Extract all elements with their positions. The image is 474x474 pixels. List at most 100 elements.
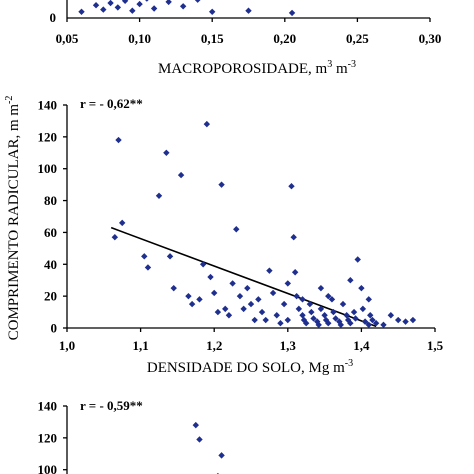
p2-point [269,289,277,297]
p2-point [244,284,251,292]
p1-point [92,2,100,9]
p2-point [119,219,126,227]
p1-point [136,0,143,8]
p2-point [170,284,177,292]
p2-point [141,253,148,260]
p2-point [266,267,273,274]
p1-point [288,9,296,17]
p2-point [372,320,380,327]
p2-x-tick-label: 1,1 [132,338,148,353]
p2-x-ticks: 1,0 1,1 1,2 1,3 1,4 1,5 [59,328,444,353]
p2-point [115,136,122,144]
p2-point [284,280,291,287]
p1-point [100,6,107,13]
p3-y-ticks: 100 120 140 [38,399,67,474]
p2-point [380,321,387,329]
p2-points [111,120,417,329]
p2-point [325,320,332,327]
p2-point [290,234,297,241]
p1-x-tick-label: 0,05 [56,31,79,46]
p2-point [211,289,218,297]
p2-point [196,296,203,303]
panel-third: 100 120 140 r = - 0,59** [38,398,225,474]
p1-point [245,7,252,14]
p1-x-axis-label: MACROPOROSIDADE, m3 m-3 [158,59,356,77]
p1-x-tick-label: 0,10 [128,31,151,46]
p2-point [321,312,328,319]
p2-point [214,308,222,316]
p2-y-tick-label: 0 [51,321,58,336]
p2-point [185,292,192,300]
p2-point [350,308,358,316]
p2-point [293,292,300,300]
panel-soil-density: 0 20 40 60 80 100 120 140 1,0 1,1 1,2 1,3 1,4 1,5 r … [38,96,444,376]
p2-point [339,300,347,308]
p2-x-tick-label: 1,4 [353,338,370,353]
p2-point [273,312,280,319]
p3-point [196,436,203,443]
p2-point [144,264,152,271]
p2-point [236,292,244,300]
p2-x-axis-label: DENSIDADE DO SOLO, Mg m-3 [147,358,353,376]
p1-point [209,8,216,15]
p2-point [352,315,359,322]
p2-point [310,315,317,322]
p2-point [347,277,354,284]
p2-point [295,305,303,313]
p2-point [299,312,306,319]
p2-point [111,234,119,241]
p2-point [402,318,409,325]
p2-point [365,296,372,303]
p2-y-tick-label: 20 [44,289,57,304]
p2-point [317,305,325,313]
p2-point [177,171,185,179]
p2-point [330,308,337,316]
p1-x-tick-label: 0,30 [419,31,442,46]
p2-y-ticks: 0 20 40 60 80 100 120 140 [38,98,67,336]
p2-point [354,256,361,263]
p1-points [78,0,296,17]
p2-regression-line [110,226,377,328]
p2-point [315,321,322,329]
p2-point [303,320,310,327]
p2-point [255,296,262,303]
p3-point [192,421,199,429]
p2-point [258,308,266,316]
p1-point [114,4,122,11]
p2-point [218,181,225,188]
p2-point [409,316,417,324]
p3-point [218,452,225,459]
p2-y-tick-label: 120 [38,129,58,144]
p1-point [165,0,172,6]
p2-point [306,300,314,308]
p2-point [207,273,214,281]
p2-point [299,296,306,303]
p2-point [225,312,233,319]
p2-point [325,292,332,300]
p2-point [337,321,344,329]
p2-point [332,315,339,322]
p3-y-tick-label: 140 [38,399,58,414]
p2-point [229,280,236,287]
p2-y-tick-label: 80 [44,193,57,208]
p2-point [308,308,315,316]
p2-correlation-label: r = - 0,62** [80,96,143,111]
p2-x-tick-label: 1,3 [280,338,297,353]
p2-point [358,284,365,292]
p2-point [317,284,325,292]
p2-point [284,316,291,324]
p2-point [291,269,299,276]
p3-correlation-label: r = - 0,59** [80,398,143,413]
panel-macroporosity: 0 0,05 0,10 0,15 0,20 0,25 0,30 MACROPOROSIDA… [50,0,442,77]
p2-point [361,318,369,325]
p2-point [387,312,395,319]
p1-x-tick-label: 0,15 [201,31,224,46]
p1-point [78,8,85,15]
p2-x-tick-label: 1,5 [427,338,444,353]
p2-point [155,192,163,199]
p1-point [107,0,114,7]
p2-point [163,149,170,156]
p1-point [121,0,129,4]
p1-point [194,0,201,3]
